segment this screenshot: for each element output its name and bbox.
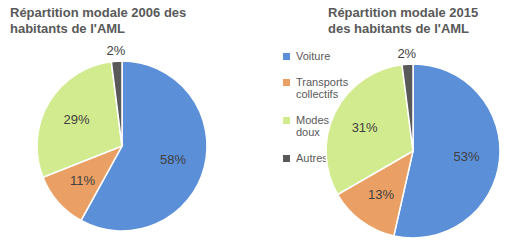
chart-title: Répartition modale 2015des habitants de …: [328, 5, 478, 36]
data-label: 13%: [368, 187, 394, 202]
pie-slice: [402, 64, 413, 151]
legend-label: Modesdoux: [296, 114, 330, 138]
legend-swatch: [283, 53, 290, 60]
data-label: 53%: [454, 149, 480, 164]
legend-swatch: [283, 79, 290, 86]
pie-slice: [326, 65, 413, 195]
pie: [37, 61, 207, 231]
legend-label: Autres: [296, 152, 328, 164]
data-label: 58%: [160, 152, 186, 167]
chart-title: Répartition modale 2006 deshabitants de …: [10, 5, 186, 36]
data-label: 11%: [70, 173, 95, 188]
data-label: 29%: [64, 112, 90, 127]
legend-label: Transportscollectifs: [296, 76, 349, 100]
legend-swatch: [283, 155, 290, 162]
pie: [326, 64, 500, 238]
legend-swatch: [283, 117, 290, 124]
pie-slice: [37, 62, 122, 178]
pie-slice: [111, 61, 122, 146]
data-label: 31%: [352, 120, 378, 135]
legend-label: Voiture: [296, 50, 330, 62]
data-label: 2%: [107, 43, 126, 58]
chart-canvas: Répartition modale 2006 deshabitants de …: [0, 0, 514, 242]
data-label: 2%: [397, 46, 416, 61]
